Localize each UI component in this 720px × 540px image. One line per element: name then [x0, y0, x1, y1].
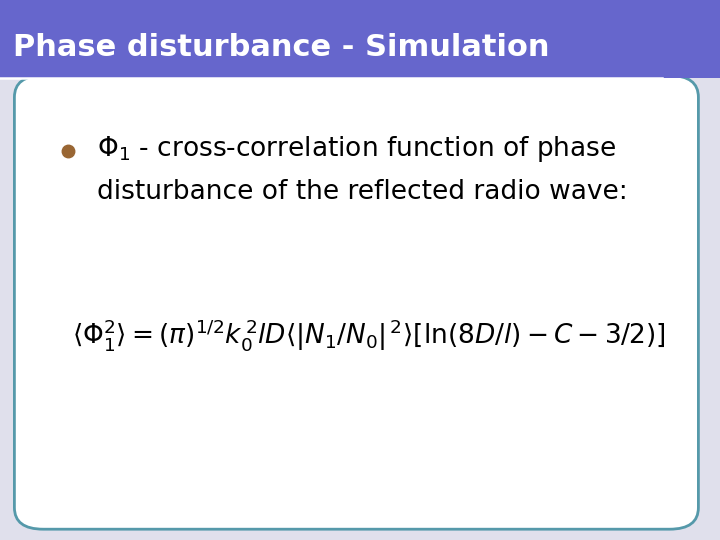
Text: $\langle\Phi_1^2\rangle=(\pi)^{1/2}k_0^{\,2}lD\langle|N_1/N_0|^{\,2}\rangle[\ln(: $\langle\Phi_1^2\rangle=(\pi)^{1/2}k_0^{… [72, 317, 666, 353]
FancyBboxPatch shape [14, 76, 698, 529]
Text: $\Phi_1$ - cross-correlation function of phase: $\Phi_1$ - cross-correlation function of… [97, 133, 616, 164]
Text: Phase disturbance - Simulation: Phase disturbance - Simulation [13, 33, 549, 62]
FancyBboxPatch shape [0, 0, 720, 78]
Text: disturbance of the reflected radio wave:: disturbance of the reflected radio wave: [97, 179, 628, 205]
